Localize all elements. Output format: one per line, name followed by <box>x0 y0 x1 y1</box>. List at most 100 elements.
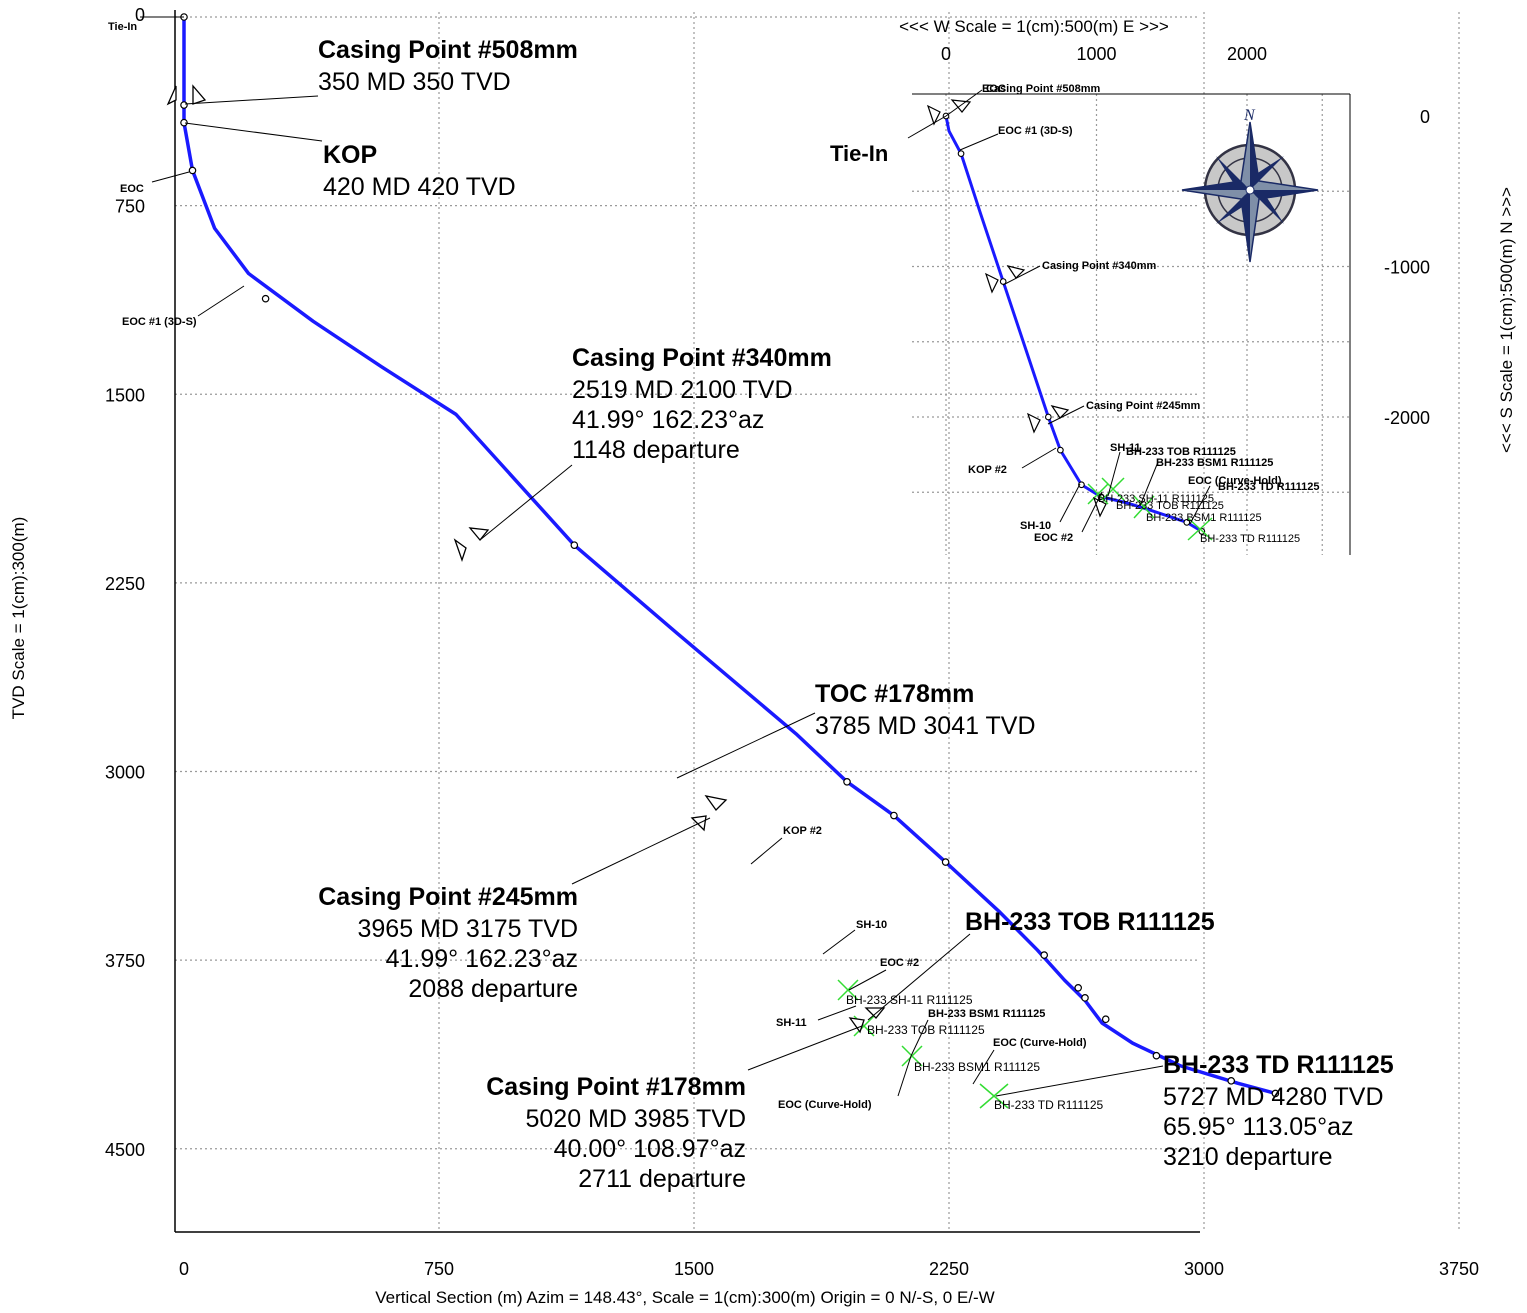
casing-shoe-marker <box>166 85 177 106</box>
plan-survey-point <box>1078 481 1085 489</box>
plan-y-tick-label: -2000 <box>1384 408 1430 428</box>
kop2-label: KOP #2 <box>783 825 822 837</box>
plan-label: SH-11 <box>1110 442 1141 454</box>
leader-line <box>910 1019 929 1057</box>
leader-line <box>822 929 856 955</box>
y-tick-label: 3750 <box>105 951 145 971</box>
casing-shoe-marker <box>453 538 467 563</box>
leader-line <box>972 1049 995 1085</box>
callout-line: 5727 MD 4280 TVD <box>1163 1083 1384 1111</box>
plan-y-tick-label: -1000 <box>1384 258 1430 278</box>
plan-label: KOP #2 <box>968 464 1007 476</box>
plan-survey-point <box>1044 413 1052 421</box>
callout-line: 40.00° 108.97°az <box>554 1135 746 1163</box>
leader-line <box>959 133 999 151</box>
compass-center <box>1245 185 1255 195</box>
plan-y-label: <<< S Scale = 1(cm):500(m) N >>> <box>1497 187 1516 453</box>
leader-line <box>184 122 323 142</box>
plan-tie-in-label: Tie-In <box>830 141 888 166</box>
section-y-label: TVD Scale = 1(cm):300(m) <box>9 517 28 720</box>
plan-y-ticks: 0 -1000 -2000 <box>1384 107 1430 428</box>
leader-line <box>817 1005 857 1021</box>
casing-shoe-marker <box>864 1007 886 1019</box>
callout-title: Casing Point #340mm <box>572 344 832 372</box>
target-cross <box>837 979 859 1001</box>
target-label: BH-233 TOB R111125 <box>1116 500 1224 512</box>
sh10-label: SH-10 <box>856 919 887 931</box>
casing-shoe-marker <box>1050 405 1070 419</box>
callout-title: BH-233 TOB R111125 <box>965 908 1215 936</box>
leader-line <box>1139 461 1159 507</box>
leader-line <box>1107 451 1121 497</box>
target-cross <box>1133 495 1155 519</box>
target-cross <box>901 1045 923 1067</box>
survey-point <box>1101 1015 1110 1024</box>
plan-label: Casing Point #508mm <box>986 83 1101 95</box>
plan-leader-lines <box>907 89 1211 533</box>
callout-line: 41.99° 162.23°az <box>386 945 578 973</box>
plan-x-ticks: 0 1000 2000 <box>941 44 1267 64</box>
target-label: BH-233 TD R111125 <box>1200 533 1300 545</box>
plan-x-label: <<< W Scale = 1(cm):500(m) E >>> <box>899 17 1169 36</box>
sh11-label: SH-11 <box>776 1017 807 1029</box>
y-tick-label: 1500 <box>105 385 145 405</box>
callout: Casing Point #508mm 350 MD 350 TVD <box>318 36 578 96</box>
survey-point <box>1040 951 1049 959</box>
target-cross <box>1187 517 1213 541</box>
casing-shoe-marker <box>192 84 207 105</box>
callout: TOC #178mm 3785 MD 3041 TVD <box>815 680 1036 740</box>
leader-line <box>571 817 711 885</box>
survey-point <box>261 294 270 303</box>
section-x-ticks: 0 750 1500 2250 3000 3750 <box>179 1259 1479 1279</box>
plan-label: Casing Point #245mm <box>1086 400 1201 412</box>
casing-shoe-marker <box>984 272 999 294</box>
survey-point <box>1081 994 1089 1002</box>
leader-line <box>151 171 190 183</box>
leader-line <box>1059 483 1081 523</box>
survey-point <box>1074 983 1083 992</box>
target-cross <box>1087 483 1109 505</box>
target-label: BH-233 TOB R111125 <box>867 1023 985 1037</box>
eoc1-label: EOC #1 (3D-S) <box>122 316 197 328</box>
leader-line <box>676 712 816 779</box>
survey-point <box>180 118 188 127</box>
eoc-curve-hold-label: EOC (Curve-Hold) <box>778 1099 872 1111</box>
compass-rose: N <box>1181 107 1319 263</box>
callout-line: 3785 MD 3041 TVD <box>815 712 1036 740</box>
eoc-curve-hold-label: EOC (Curve-Hold) <box>993 1037 1087 1049</box>
callout: Casing Point #340mm 2519 MD 2100 TVD41.99… <box>572 344 832 464</box>
leader-line <box>747 1025 863 1071</box>
leader-line <box>945 89 983 117</box>
callout-title: Casing Point #245mm <box>318 883 578 911</box>
callout-line: 420 MD 420 TVD <box>323 173 516 201</box>
y-tick-label: 750 <box>115 197 145 217</box>
plan-casing-markers <box>926 99 1107 518</box>
leader-line <box>197 285 245 317</box>
callout-line: 65.95° 113.05°az <box>1163 1113 1354 1141</box>
section-leader-lines <box>140 16 1164 1097</box>
leader-line <box>848 969 887 991</box>
plan-label: BH-233 TD R111125 <box>1218 481 1320 493</box>
x-tick-label: 750 <box>424 1259 454 1279</box>
casing-shoe-marker <box>468 527 490 542</box>
plan-survey-point <box>1183 518 1191 526</box>
y-tick-label: 4500 <box>105 1140 145 1160</box>
y-tick-label: 3000 <box>105 763 145 783</box>
callout: BH-233 TD R111125 5727 MD 4280 TVD65.95° … <box>1163 1051 1394 1171</box>
target-cross <box>979 1083 1009 1109</box>
leader-line <box>1081 491 1103 533</box>
callout: KOP 420 MD 420 TVD <box>323 141 516 201</box>
callout-title: TOC #178mm <box>815 680 974 708</box>
callout-line: 41.99° 162.23°az <box>572 406 764 434</box>
leader-line <box>907 115 947 139</box>
plan-label: EOC #2 <box>1034 532 1073 544</box>
plan-y-tick-label: 0 <box>1420 107 1430 127</box>
leader-line <box>1047 405 1085 425</box>
section-target-labels: BH-233 SH-11 R111125 BH-233 TOB R111125 … <box>846 993 1103 1112</box>
x-tick-label: 3750 <box>1439 1259 1479 1279</box>
bsm1-label: BH-233 BSM1 R111125 <box>928 1008 1045 1020</box>
survey-point <box>843 778 851 786</box>
y-tick-label: 2250 <box>105 574 145 594</box>
leader-line <box>1189 485 1211 525</box>
